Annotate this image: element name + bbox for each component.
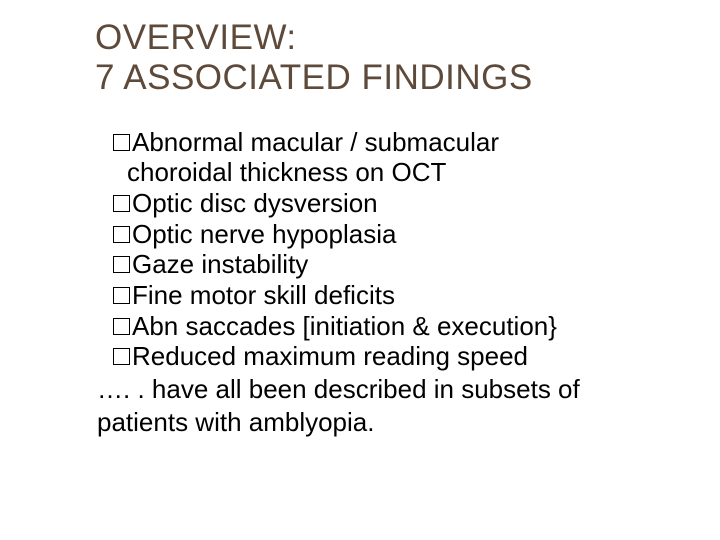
- bullet-item: Gaze instability: [113, 249, 640, 280]
- bullet-item: Fine motor skill deficits: [113, 280, 640, 311]
- bullet-text: Gaze instability: [132, 249, 308, 279]
- slide: OVERVIEW: 7 ASSOCIATED FINDINGS Abnormal…: [0, 0, 720, 540]
- bullet-continuation: choroidal thickness on OCT: [113, 157, 640, 188]
- slide-title: OVERVIEW: 7 ASSOCIATED FINDINGS: [95, 18, 640, 99]
- bullet-item: Abn saccades [initiation & execution}: [113, 311, 640, 342]
- square-bullet-icon: [113, 195, 130, 212]
- bullet-item: Optic nerve hypoplasia: [113, 219, 640, 250]
- square-bullet-icon: [113, 256, 130, 273]
- trailing-text-line-1: …. . have all been described in subsets …: [97, 374, 640, 405]
- bullet-text: Abn saccades [initiation & execution}: [132, 311, 557, 341]
- square-bullet-icon: [113, 226, 130, 243]
- square-bullet-icon: [113, 318, 130, 335]
- square-bullet-icon: [113, 134, 130, 151]
- bullet-item: Optic disc dysversion: [113, 188, 640, 219]
- slide-body: Abnormal macular / submacular choroidal …: [95, 127, 640, 438]
- bullet-text: Abnormal macular / submacular: [132, 127, 499, 157]
- bullet-text: Optic disc dysversion: [132, 188, 378, 218]
- bullet-item: Abnormal macular / submacular: [113, 127, 640, 158]
- square-bullet-icon: [113, 287, 130, 304]
- title-line-2: 7 ASSOCIATED FINDINGS: [95, 58, 533, 97]
- title-line-1: OVERVIEW:: [95, 18, 297, 57]
- bullet-item: Reduced maximum reading speed: [113, 341, 640, 372]
- bullet-text: Fine motor skill deficits: [132, 280, 395, 310]
- bullet-text: Reduced maximum reading speed: [132, 341, 528, 371]
- trailing-text-line-2: patients with amblyopia.: [97, 407, 640, 438]
- bullet-text: Optic nerve hypoplasia: [132, 219, 396, 249]
- square-bullet-icon: [113, 348, 130, 365]
